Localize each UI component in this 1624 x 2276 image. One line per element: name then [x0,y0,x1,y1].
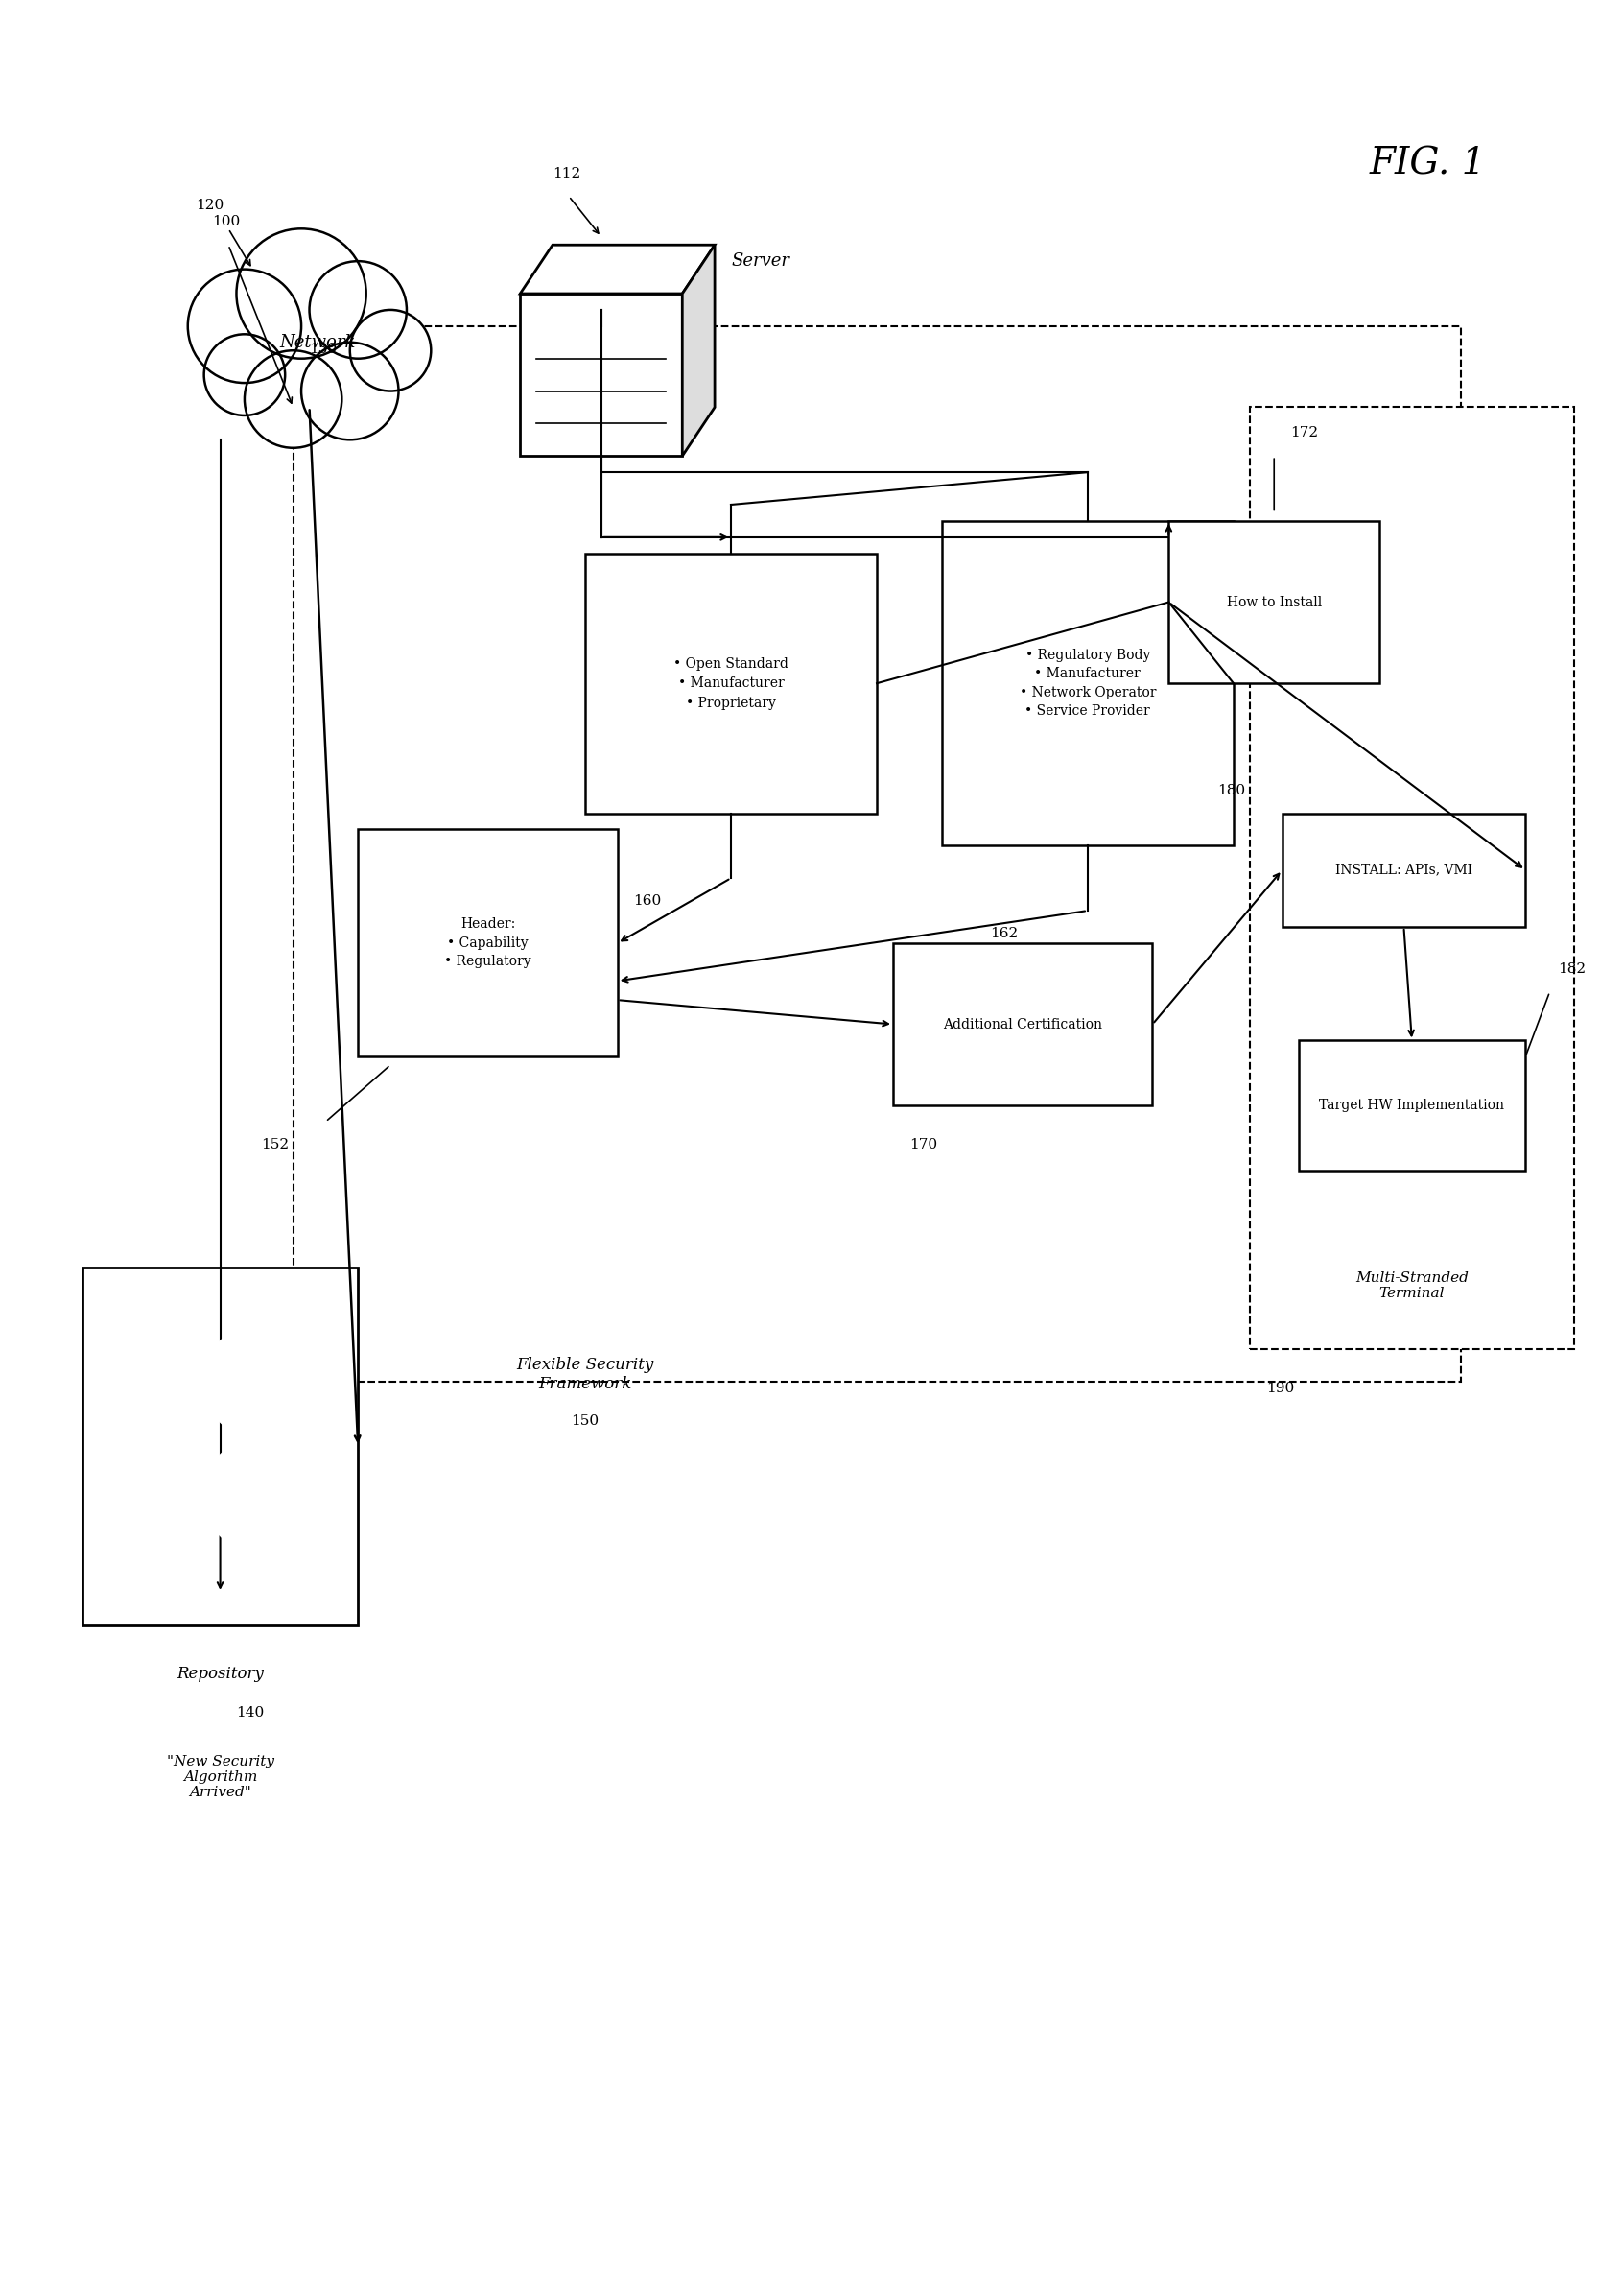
Text: 172: 172 [1291,426,1319,439]
Text: 112: 112 [552,166,581,180]
Text: Header:
• Capability
• Regulatory: Header: • Capability • Regulatory [445,917,531,970]
Text: 140: 140 [237,1707,265,1721]
FancyBboxPatch shape [1250,407,1574,1350]
Text: • Regulatory Body
• Manufacturer
• Network Operator
• Service Provider: • Regulatory Body • Manufacturer • Netwo… [1020,649,1156,719]
Circle shape [91,1325,205,1438]
Circle shape [205,335,286,417]
Text: 162: 162 [991,926,1018,940]
Text: 182: 182 [1557,963,1585,976]
Text: Server: Server [731,253,789,271]
Text: 150: 150 [572,1413,599,1427]
Text: 130: 130 [310,341,338,355]
Text: "New Security
Algorithm
Arrived": "New Security Algorithm Arrived" [167,1755,274,1800]
Text: Additional Certification: Additional Certification [944,1017,1103,1031]
Text: 100: 100 [213,216,240,228]
Circle shape [310,262,406,360]
Text: 180: 180 [1218,783,1246,797]
Text: Flexible Security
Framework: Flexible Security Framework [516,1356,654,1393]
FancyBboxPatch shape [893,942,1153,1106]
Text: Network: Network [279,335,356,351]
Text: 170: 170 [909,1138,937,1152]
FancyBboxPatch shape [1299,1040,1525,1170]
FancyBboxPatch shape [585,553,877,813]
Circle shape [205,1325,318,1438]
Text: INSTALL: APIs, VMI: INSTALL: APIs, VMI [1335,863,1473,876]
Circle shape [349,310,430,391]
Polygon shape [682,246,715,455]
Polygon shape [520,246,715,294]
FancyBboxPatch shape [294,325,1460,1382]
Text: 160: 160 [633,894,661,908]
Text: 190: 190 [1267,1382,1294,1395]
Text: 120: 120 [197,198,224,212]
Circle shape [237,228,365,360]
Text: Multi-Stranded
Terminal: Multi-Stranded Terminal [1356,1272,1468,1300]
FancyBboxPatch shape [83,1268,357,1625]
Text: Target HW Implementation: Target HW Implementation [1319,1099,1504,1113]
Text: FIG. 1: FIG. 1 [1369,146,1486,182]
FancyBboxPatch shape [357,828,617,1056]
FancyBboxPatch shape [520,294,682,455]
FancyBboxPatch shape [942,521,1234,847]
Circle shape [188,269,302,382]
Text: Repository: Repository [177,1666,263,1682]
Text: 152: 152 [261,1138,289,1152]
Text: • Open Standard
• Manufacturer
• Proprietary: • Open Standard • Manufacturer • Proprie… [674,658,788,710]
Circle shape [302,341,398,439]
Circle shape [245,351,341,448]
FancyBboxPatch shape [1169,521,1379,683]
Circle shape [205,1438,318,1552]
Circle shape [91,1438,205,1552]
FancyBboxPatch shape [1283,813,1525,926]
Text: How to Install: How to Install [1226,596,1322,610]
